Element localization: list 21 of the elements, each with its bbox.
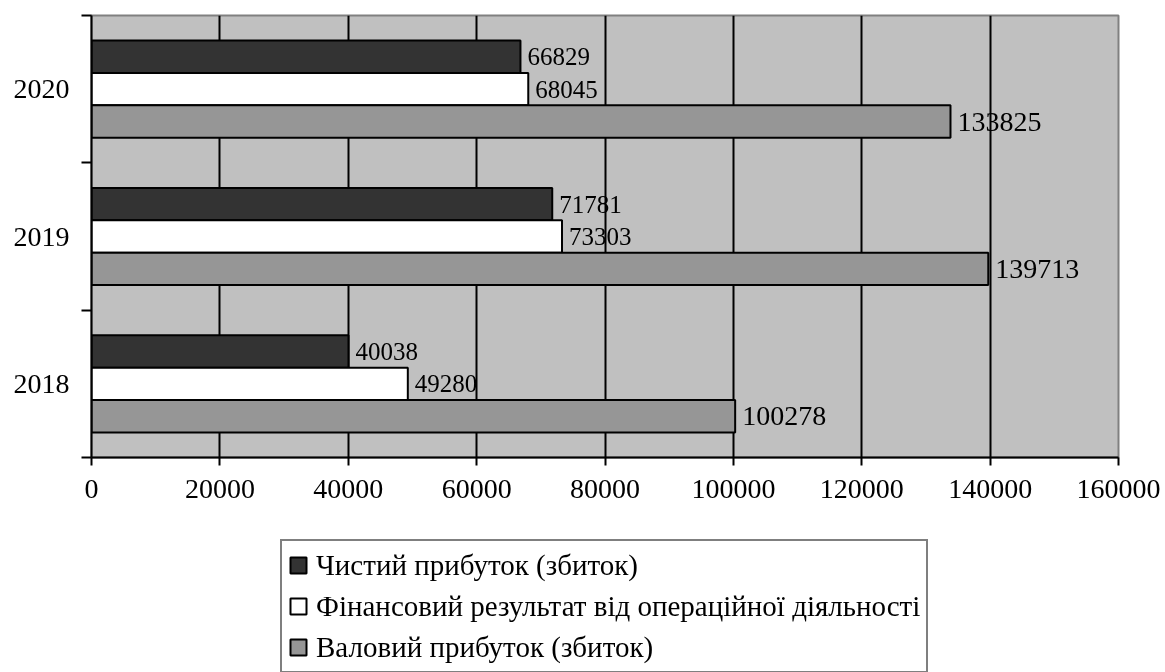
x-tick-label: 140000 — [948, 472, 1033, 504]
x-tick-label: 20000 — [184, 472, 255, 504]
x-tick-label: 0 — [84, 472, 99, 504]
data-label: 49280 — [414, 370, 478, 398]
data-label: 40038 — [355, 337, 418, 365]
data-label: 66829 — [527, 43, 590, 71]
y-tick-label: 2018 — [13, 367, 70, 399]
legend-label: Фінансовий результат від операційної діяльності — [316, 588, 921, 624]
data-label: 68045 — [535, 75, 598, 103]
legend-label: Валовий прибуток (збиток) — [316, 629, 654, 665]
x-tick-label: 100000 — [691, 472, 776, 504]
data-label: 139713 — [995, 252, 1080, 284]
y-tick-label: 2019 — [13, 220, 70, 252]
y-tick-label: 2020 — [13, 73, 70, 105]
x-tick-label: 40000 — [313, 472, 384, 504]
data-label: 100278 — [742, 400, 827, 432]
x-tick-label: 160000 — [1076, 472, 1161, 504]
legend-label: Чистий прибуток (збиток) — [316, 547, 638, 583]
x-tick-label: 60000 — [441, 472, 512, 504]
x-tick-label: 120000 — [819, 472, 904, 504]
x-tick-label: 80000 — [570, 472, 640, 504]
